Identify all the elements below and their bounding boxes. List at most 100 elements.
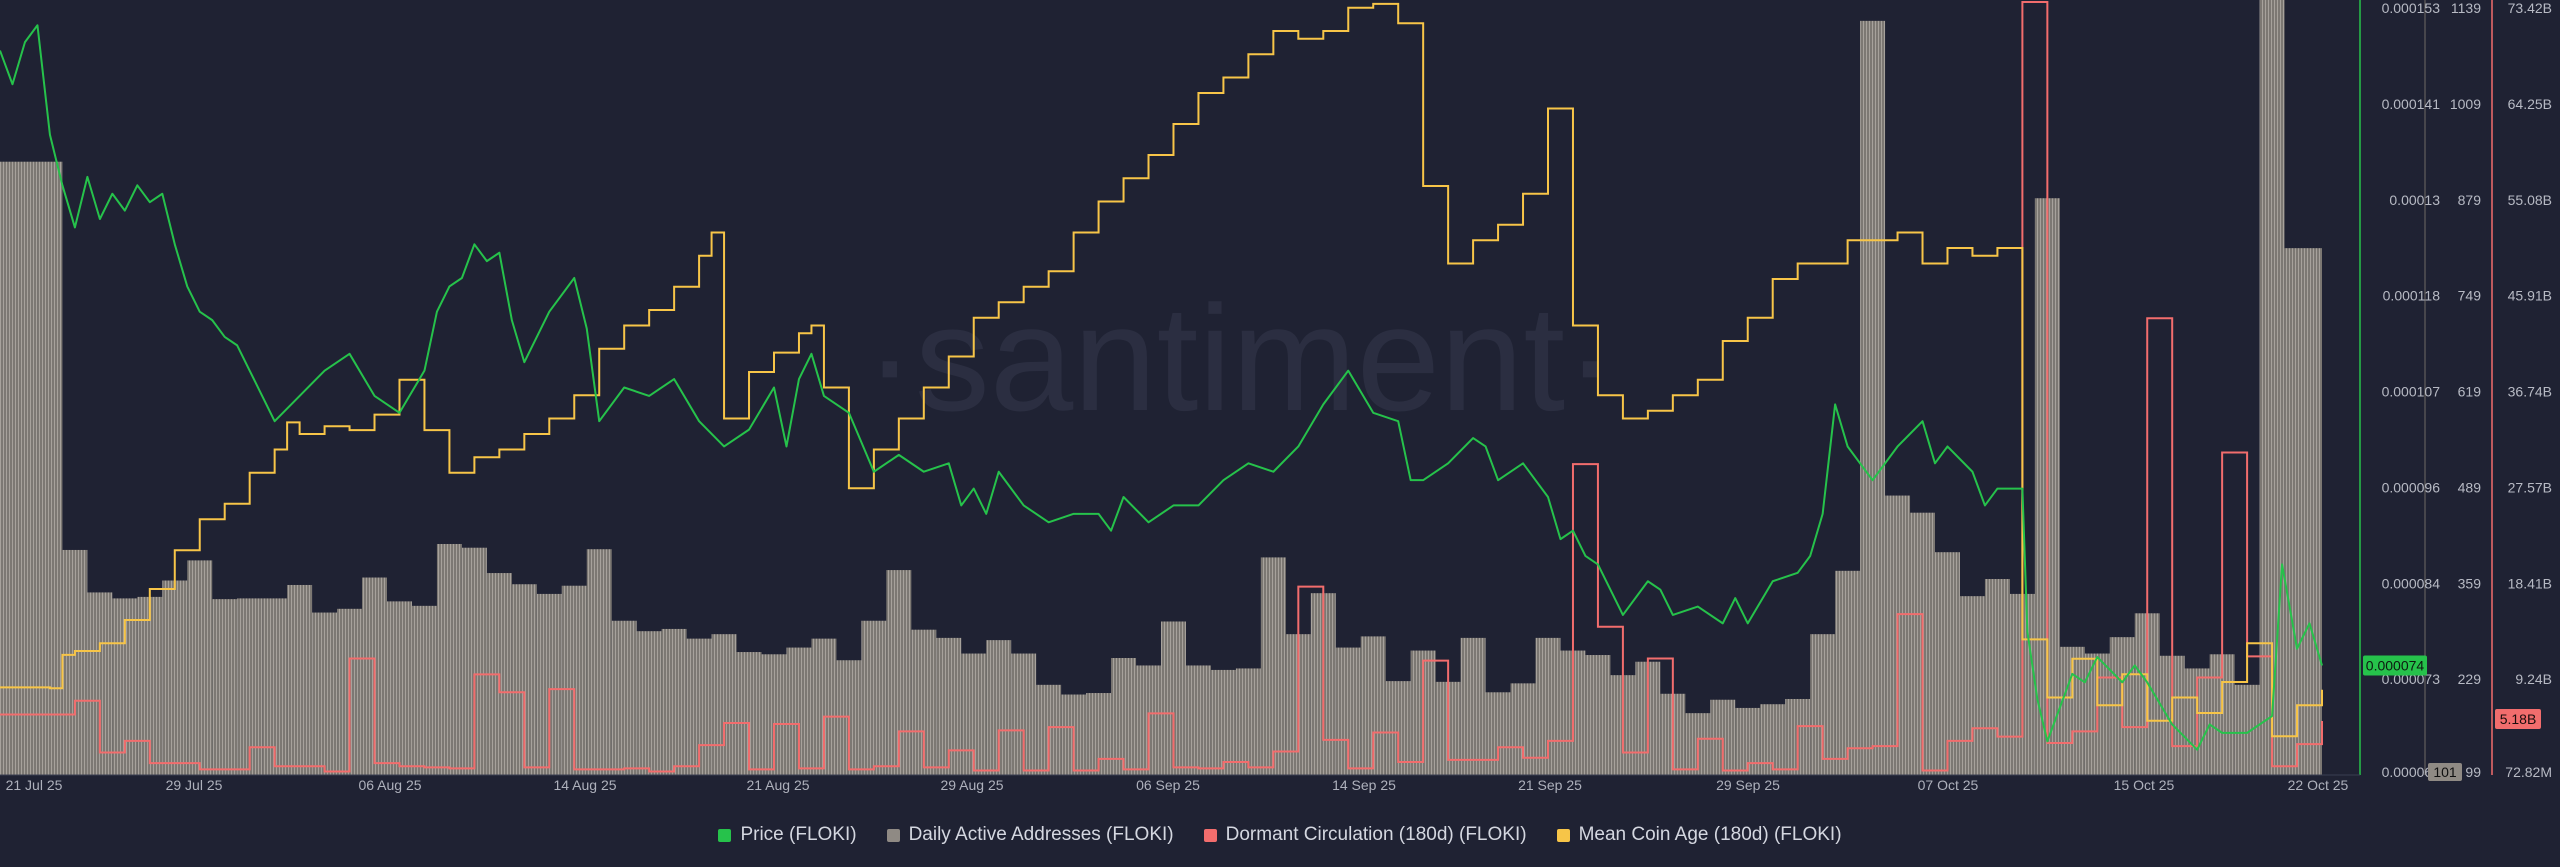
- daa-bar-48: [1185, 665, 1211, 775]
- daa-bar-25: [611, 620, 637, 775]
- daa-bar-27: [661, 628, 687, 775]
- dormant-tick-label: 72.82M: [2505, 764, 2552, 780]
- daa-bar-0: [0, 161, 13, 775]
- daa-bar-61: [1510, 683, 1536, 775]
- dormant-tick-label: 73.42B: [2508, 0, 2552, 16]
- daa-tick-label: 749: [2458, 288, 2482, 304]
- mean-coin-age-line: [0, 2, 2323, 738]
- x-tick-label: 14 Sep 25: [1332, 777, 1396, 793]
- daa-tick-label: 229: [2458, 671, 2482, 687]
- price-tick-label: 0.00013: [2389, 192, 2440, 208]
- legend-label-price: Price (FLOKI): [740, 824, 857, 845]
- daa-tick-label: 99: [2465, 764, 2481, 780]
- daa-bar-93: [2309, 248, 2322, 775]
- x-tick-label: 06 Aug 25: [358, 777, 421, 793]
- x-tick-label: 07 Oct 25: [1918, 777, 1979, 793]
- daa-tick-label: 489: [2458, 479, 2482, 495]
- dormant-tick-label: 9.24B: [2515, 671, 2552, 687]
- x-tick-label: 29 Jul 25: [166, 777, 223, 793]
- daa-bar-24: [586, 549, 612, 775]
- daa-bar-10: [237, 598, 263, 775]
- daily-active-addresses-bars: [0, 0, 2322, 776]
- dormant-tick-label: 27.57B: [2508, 479, 2552, 495]
- price-tick-label: 0.000153: [2382, 0, 2441, 16]
- daa-bar-45: [1111, 658, 1137, 775]
- price-tick-label: 0.000118: [2383, 288, 2441, 304]
- daa-tick-label: 879: [2458, 192, 2482, 208]
- daa-tick-label: 359: [2458, 575, 2482, 591]
- price-tick-label: 0.000061: [2382, 764, 2441, 780]
- daa-bar-29: [711, 634, 737, 775]
- daa-current-badge: [2428, 763, 2462, 781]
- daa-bar-16: [387, 601, 412, 775]
- legend-item-daily-active-addresses[interactable]: Daily Active Addresses (FLOKI): [886, 824, 1174, 846]
- daa-bar-74: [1835, 570, 1861, 775]
- watermark: ·santiment·: [865, 274, 1615, 442]
- x-tick-label: 14 Aug 25: [553, 777, 616, 793]
- x-tick-label: 29 Aug 25: [940, 777, 1003, 793]
- daa-bar-1: [12, 161, 38, 775]
- legend-swatch-daily-active-addresses: [886, 828, 900, 842]
- daa-bar-9: [212, 599, 238, 775]
- dormant-current-badge: [2495, 709, 2541, 729]
- daa-bar-75: [1860, 20, 1886, 776]
- x-tick-label: 29 Sep 25: [1716, 777, 1780, 793]
- daa-bar-3: [62, 549, 88, 775]
- dormant-tick-label: 18.41B: [2508, 575, 2552, 591]
- dormant-circulation-line: [0, 1, 2323, 773]
- daa-bar-12: [287, 584, 313, 775]
- dormant-tick-label: 55.08B: [2508, 192, 2552, 208]
- axis-ticks: 0.000153 0.000141 0.00013 0.000118 0.000107 0…: [6, 0, 2552, 793]
- daa-bar-18: [436, 543, 462, 775]
- legend-label-dormant-circulation: Dormant Circulation (180d) (FLOKI): [1225, 824, 1527, 845]
- dormant-current-value: 5.18B: [2500, 711, 2537, 727]
- legend-label-mean-coin-age: Mean Coin Age (180d) (FLOKI): [1578, 824, 1842, 845]
- dormant-tick-label: 64.25B: [2508, 96, 2552, 112]
- price-tick-label: 0.000096: [2382, 479, 2441, 495]
- daa-bar-17: [411, 605, 437, 775]
- legend-label-daily-active-addresses: Daily Active Addresses (FLOKI): [908, 824, 1174, 845]
- daa-bar-79: [1959, 596, 1985, 775]
- price-line: [0, 24, 2323, 751]
- x-tick-label: 21 Aug 25: [746, 777, 809, 793]
- price-tick-label: 0.000084: [2382, 575, 2441, 591]
- daa-tick-label: 1009: [2450, 96, 2481, 112]
- mean-coin-age-series: [0, 2, 2323, 738]
- legend-item-dormant-circulation[interactable]: Dormant Circulation (180d) (FLOKI): [1203, 824, 1527, 846]
- legend: Price (FLOKI) Daily Active Addresses (FL…: [0, 820, 2560, 850]
- legend-swatch-mean-coin-age: [1556, 828, 1570, 842]
- dormant-tick-label: 36.74B: [2508, 384, 2552, 400]
- legend-item-mean-coin-age[interactable]: Mean Coin Age (180d) (FLOKI): [1556, 824, 1842, 846]
- daa-bar-49: [1210, 669, 1236, 775]
- price-tick-label: 0.000141: [2382, 96, 2441, 112]
- dormant-circulation-series: [0, 1, 2323, 773]
- axes: [0, 0, 2493, 776]
- daa-tick-label: 1139: [2451, 0, 2481, 16]
- price-current-value: 0.000074: [2366, 657, 2425, 673]
- daa-bar-13: [312, 612, 338, 775]
- daa-bar-2: [37, 161, 63, 775]
- daa-current-value: 101: [2433, 764, 2457, 780]
- daa-bar-80: [1984, 579, 2010, 775]
- daa-bar-59: [1460, 637, 1486, 775]
- daa-bar-90: [2234, 684, 2260, 775]
- legend-item-price[interactable]: Price (FLOKI): [718, 824, 857, 846]
- daa-bar-60: [1485, 692, 1511, 775]
- daa-bar-26: [636, 631, 662, 775]
- dormant-tick-label: 45.91B: [2508, 288, 2552, 304]
- x-tick-label: 15 Oct 25: [2114, 777, 2175, 793]
- daa-bar-51: [1260, 557, 1286, 775]
- x-tick-label: 06 Sep 25: [1136, 777, 1200, 793]
- x-tick-label: 21 Sep 25: [1518, 777, 1582, 793]
- daa-bar-92: [2284, 248, 2310, 775]
- daa-tick-label: 619: [2458, 384, 2482, 400]
- daa-bar-64: [1585, 655, 1611, 775]
- x-tick-label: 21 Jul 25: [6, 777, 63, 793]
- legend-swatch-price: [718, 828, 732, 842]
- x-tick-label: 22 Oct 25: [2288, 777, 2349, 793]
- daa-bar-11: [262, 598, 288, 775]
- daa-bar-7: [162, 580, 188, 775]
- daa-bar-8: [187, 560, 213, 775]
- legend-swatch-dormant-circulation: [1203, 828, 1217, 842]
